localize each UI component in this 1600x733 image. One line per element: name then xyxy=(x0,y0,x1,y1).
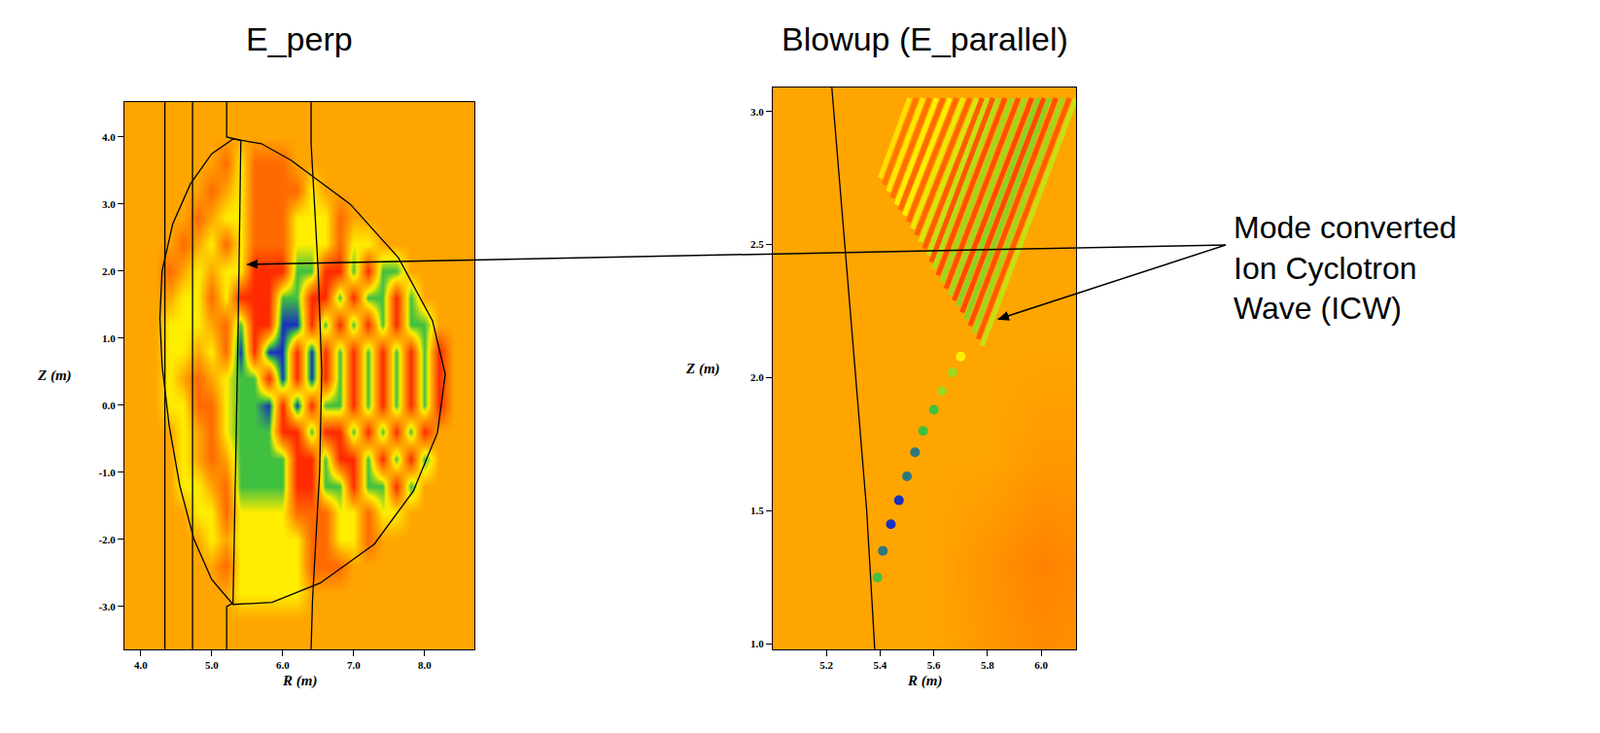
svg-text:0.0: 0.0 xyxy=(102,399,116,412)
svg-text:6.0: 6.0 xyxy=(276,659,290,671)
svg-text:8.0: 8.0 xyxy=(417,659,432,671)
svg-text:5.6: 5.6 xyxy=(927,659,941,671)
svg-text:1.5: 1.5 xyxy=(750,504,765,517)
svg-text:4.0: 4.0 xyxy=(102,131,116,143)
svg-text:E_perp: E_perp xyxy=(245,20,353,58)
svg-text:R (m): R (m) xyxy=(906,672,942,690)
svg-text:2.5: 2.5 xyxy=(750,238,765,250)
svg-text:Z (m): Z (m) xyxy=(36,367,72,384)
svg-text:1.0: 1.0 xyxy=(102,332,116,345)
svg-text:5.8: 5.8 xyxy=(980,659,995,671)
svg-text:3.0: 3.0 xyxy=(102,198,116,210)
svg-text:5.0: 5.0 xyxy=(205,659,219,671)
svg-text:-3.0: -3.0 xyxy=(98,600,116,613)
svg-text:Blowup (E_parallel): Blowup (E_parallel) xyxy=(781,20,1069,58)
svg-text:2.0: 2.0 xyxy=(750,371,765,383)
svg-text:3.0: 3.0 xyxy=(750,105,765,118)
svg-text:Z (m): Z (m) xyxy=(685,360,721,378)
svg-text:2.0: 2.0 xyxy=(102,265,116,278)
svg-text:4.0: 4.0 xyxy=(134,659,148,671)
svg-text:-1.0: -1.0 xyxy=(98,466,116,479)
svg-text:Mode convertedIon CyclotronWav: Mode convertedIon CyclotronWave (ICW) xyxy=(1233,209,1457,326)
svg-text:1.0: 1.0 xyxy=(750,637,765,650)
svg-text:-2.0: -2.0 xyxy=(98,533,116,546)
svg-text:5.4: 5.4 xyxy=(873,659,888,671)
svg-text:R (m): R (m) xyxy=(281,672,317,690)
svg-text:7.0: 7.0 xyxy=(347,659,361,671)
svg-text:6.0: 6.0 xyxy=(1034,659,1048,671)
svg-text:5.2: 5.2 xyxy=(819,659,834,671)
